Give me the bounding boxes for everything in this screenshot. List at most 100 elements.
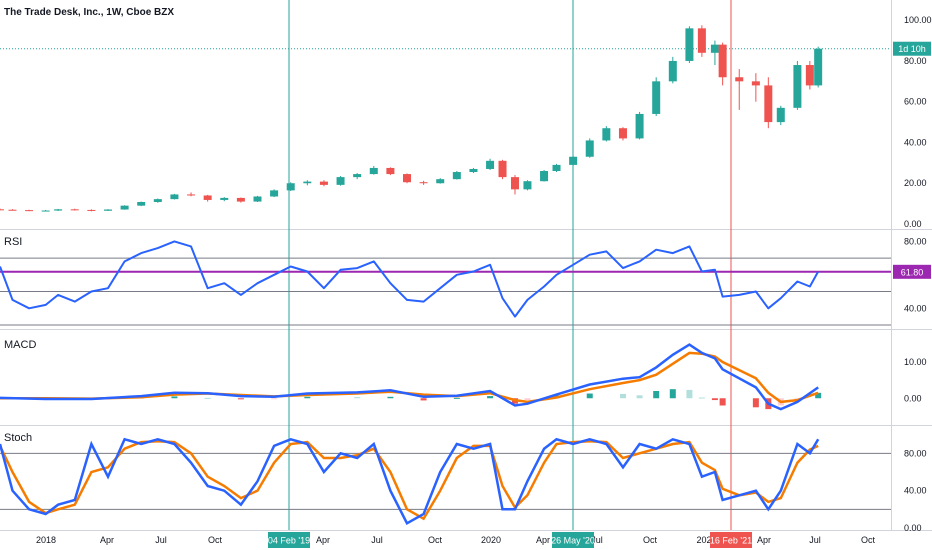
candle-body[interactable] [751, 81, 760, 86]
y-tick-label: 60.00 [904, 97, 927, 107]
time-axis-label: Oct [861, 535, 876, 545]
stoch-pane[interactable] [0, 437, 891, 526]
candle-body[interactable] [552, 164, 561, 172]
candle-body[interactable] [652, 81, 661, 114]
candle-body[interactable] [137, 201, 146, 206]
price-pane[interactable] [0, 25, 891, 212]
macd-histogram-bar [524, 398, 531, 401]
time-axis-label: Apr [536, 535, 550, 545]
candle-body[interactable] [718, 44, 727, 78]
candle-body[interactable] [353, 174, 362, 178]
candle-body[interactable] [540, 171, 549, 182]
candle-body[interactable] [41, 210, 50, 212]
time-axis-label: Apr [316, 535, 330, 545]
candle-body[interactable] [469, 168, 478, 173]
candle-body[interactable] [153, 199, 162, 202]
candle-body[interactable] [764, 85, 773, 123]
time-axis-label: Apr [757, 535, 771, 545]
candle-body[interactable] [403, 174, 412, 183]
macd-histogram-bar [669, 389, 676, 399]
candle-body[interactable] [70, 209, 79, 211]
candle-body[interactable] [336, 177, 345, 185]
candle-body[interactable] [54, 209, 63, 211]
y-tick-label: 0.00 [904, 393, 922, 403]
candle-body[interactable] [436, 179, 445, 184]
candle-body[interactable] [486, 160, 495, 169]
rsi-line[interactable] [0, 240, 820, 318]
candle-body[interactable] [369, 167, 378, 175]
candle-body[interactable] [498, 160, 507, 178]
candle-body[interactable] [735, 77, 744, 82]
time-axis-label: Oct [428, 535, 443, 545]
time-axis-label: 202 [696, 535, 711, 545]
rsi-title: RSI [4, 236, 22, 248]
candle-body[interactable] [25, 210, 34, 212]
macd-histogram-bar [752, 398, 759, 408]
candle-body[interactable] [87, 209, 96, 211]
candle-body[interactable] [602, 128, 611, 141]
candle-body[interactable] [203, 195, 212, 200]
chart-title: The Trade Desk, Inc., 1W, Cboe BZX [4, 7, 174, 18]
macd-histogram-bar [271, 398, 278, 400]
candle-body[interactable] [510, 177, 519, 190]
candle-body[interactable] [776, 107, 785, 123]
time-marker-badge[interactable] [552, 532, 594, 548]
macd-histogram-bar [204, 397, 211, 399]
time-marker-badge[interactable] [268, 532, 310, 548]
candle-body[interactable] [270, 190, 279, 197]
candle-body[interactable] [668, 60, 677, 82]
candle-body[interactable] [187, 194, 196, 196]
candle-body[interactable] [814, 48, 823, 86]
candle-body[interactable] [805, 65, 814, 86]
time-axis-label: 2020 [481, 535, 501, 545]
y-tick-label: 40.00 [904, 486, 927, 496]
macd-histogram-bar [636, 395, 643, 399]
macd-histogram-bar [387, 396, 394, 399]
candle-body[interactable] [103, 209, 112, 211]
candle-body[interactable] [236, 197, 245, 202]
candle-body[interactable] [220, 197, 229, 200]
macd-histogram-bar [453, 397, 460, 399]
candle-body[interactable] [569, 156, 578, 165]
y-tick-label: 100.00 [904, 15, 932, 25]
time-axis-label: Jul [155, 535, 167, 545]
candle-body[interactable] [253, 196, 262, 202]
macd-histogram-bar [237, 398, 244, 400]
macd-histogram-bar [171, 396, 178, 399]
macd-histogram-bar [586, 393, 593, 399]
candle-body[interactable] [793, 65, 802, 108]
candle-body[interactable] [419, 182, 428, 184]
candle-body[interactable] [286, 183, 295, 191]
candle-body[interactable] [452, 172, 461, 180]
candle-body[interactable] [523, 181, 532, 190]
candle-body[interactable] [585, 140, 594, 157]
candle-body[interactable] [170, 194, 179, 200]
rsi-level-label: 61.80 [901, 267, 924, 277]
time-axis[interactable]: 2018 Apr Jul Oct Apr Jul Oct 2020 Apr Jul Oct 202 Ap… [36, 532, 876, 548]
y-tick-label: 80.00 [904, 56, 927, 66]
time-marker-label: 26 May '20 [551, 536, 595, 546]
time-axis-label: Oct [643, 535, 658, 545]
time-marker-label: 16 Feb '21 [710, 536, 752, 546]
candle-body[interactable] [120, 205, 129, 210]
candle-body[interactable] [386, 167, 395, 175]
macd-pane[interactable] [0, 343, 822, 411]
macd-line[interactable] [0, 343, 819, 411]
candle-body[interactable] [303, 181, 312, 184]
candle-body[interactable] [0, 209, 4, 211]
time-axis-label: Jul [371, 535, 383, 545]
stoch-k-line[interactable] [0, 437, 820, 526]
price-axis[interactable]: 100.00 80.00 60.00 40.00 20.00 0.00 80.00 40.00… [904, 15, 932, 533]
candle-body[interactable] [710, 44, 719, 53]
candle-body[interactable] [685, 28, 694, 61]
candle-body[interactable] [8, 209, 17, 211]
rsi-pane[interactable] [0, 240, 891, 326]
time-marker-badge[interactable] [710, 532, 752, 548]
candle-body[interactable] [697, 28, 706, 53]
candle-body[interactable] [319, 181, 328, 185]
candle-body[interactable] [618, 128, 627, 139]
candle-body[interactable] [635, 113, 644, 139]
stoch-title: Stoch [4, 432, 32, 444]
